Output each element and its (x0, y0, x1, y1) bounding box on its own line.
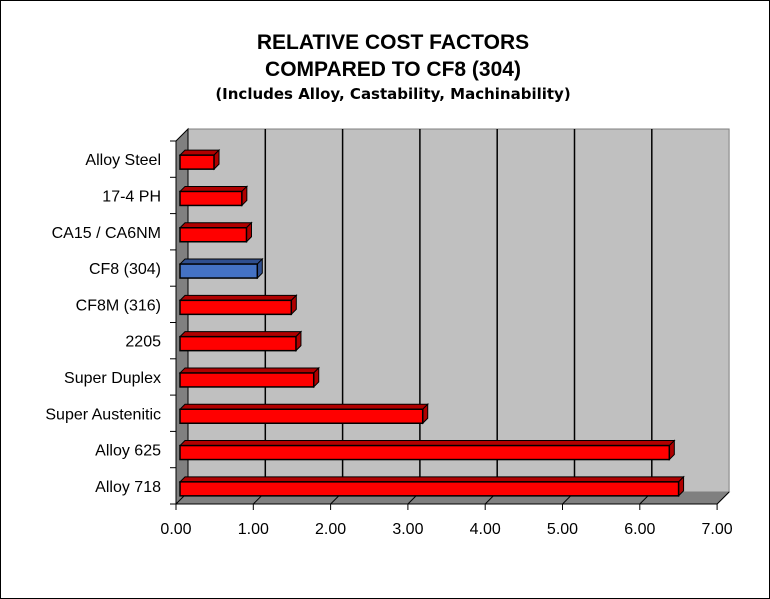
chart-title: RELATIVE COST FACTORS (257, 31, 529, 54)
y-tick-label: Alloy Steel (85, 152, 161, 169)
y-tick-label: Alloy 625 (95, 443, 161, 460)
x-tick-label: 4.00 (470, 521, 501, 538)
y-tick-label: 2205 (125, 334, 161, 351)
bar (179, 372, 315, 388)
bar (179, 154, 215, 170)
bar (179, 227, 248, 243)
chart-title-line2: COMPARED TO CF8 (304) (265, 58, 521, 81)
y-tick-label: CF8M (316) (76, 297, 161, 314)
bar (179, 190, 243, 207)
bar (179, 444, 671, 461)
x-tick-label: 6.00 (624, 521, 655, 538)
x-tick-label: 1.00 (238, 521, 269, 538)
y-tick-label: Alloy 718 (95, 479, 161, 496)
y-tick-label: Super Duplex (64, 370, 161, 387)
x-tick-label: 0.00 (160, 521, 191, 538)
x-tick-label: 7.00 (702, 521, 733, 538)
x-tick-label: 2.00 (315, 521, 346, 538)
x-tick-label: 5.00 (547, 521, 578, 538)
floor-gridline (716, 491, 730, 505)
bar (179, 481, 680, 497)
bar (179, 335, 297, 352)
x-tick-label: 3.00 (392, 521, 423, 538)
bar (179, 408, 424, 424)
bar (179, 299, 293, 316)
y-tick-label: 17-4 PH (102, 188, 161, 205)
y-tick-label: CA15 / CA6NM (52, 225, 161, 242)
y-tick-label: CF8 (304) (89, 261, 161, 278)
y-tick-label: Super Austenitic (45, 406, 161, 423)
chart-subtitle: (Includes Alloy, Castability, Machinabil… (215, 85, 570, 103)
bar (179, 263, 259, 279)
